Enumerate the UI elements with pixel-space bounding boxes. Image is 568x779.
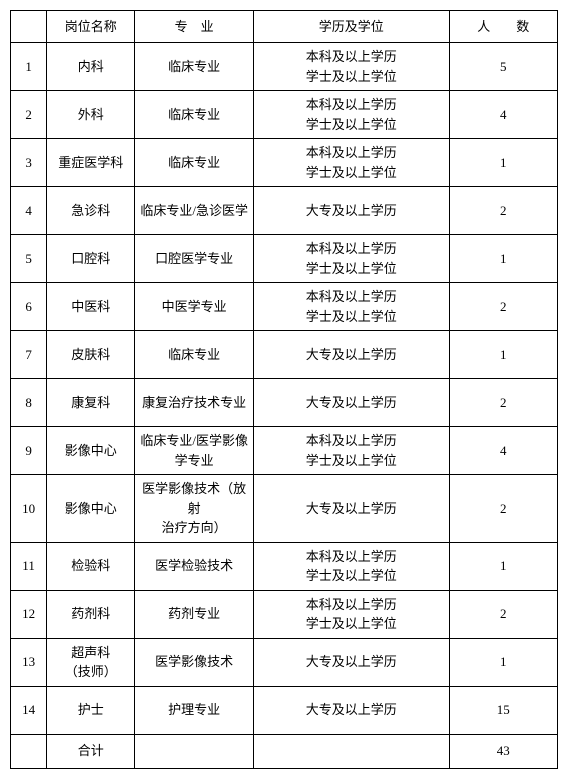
cell-post: 中医科 [47, 283, 135, 331]
total-count: 43 [449, 734, 557, 768]
cell-count: 4 [449, 91, 557, 139]
cell-post: 护士 [47, 686, 135, 734]
table-row: 14护士护理专业大专及以上学历15 [11, 686, 558, 734]
cell-education: 大专及以上学历 [253, 686, 449, 734]
cell-index: 1 [11, 43, 47, 91]
cell-count: 1 [449, 638, 557, 686]
cell-post: 皮肤科 [47, 331, 135, 379]
table-row: 6中医科中医学专业本科及以上学历 学士及以上学位2 [11, 283, 558, 331]
cell-count: 2 [449, 475, 557, 543]
total-education [253, 734, 449, 768]
table-row: 9影像中心临床专业/医学影像 学专业本科及以上学历 学士及以上学位4 [11, 427, 558, 475]
header-major: 专 业 [135, 11, 253, 43]
cell-education: 本科及以上学历 学士及以上学位 [253, 235, 449, 283]
cell-major: 口腔医学专业 [135, 235, 253, 283]
cell-index: 2 [11, 91, 47, 139]
cell-major: 临床专业 [135, 91, 253, 139]
table-row: 5口腔科口腔医学专业本科及以上学历 学士及以上学位1 [11, 235, 558, 283]
table-row: 11检验科医学检验技术本科及以上学历 学士及以上学位1 [11, 542, 558, 590]
cell-post: 影像中心 [47, 427, 135, 475]
cell-education: 大专及以上学历 [253, 331, 449, 379]
cell-count: 2 [449, 187, 557, 235]
cell-major: 医学检验技术 [135, 542, 253, 590]
cell-post: 外科 [47, 91, 135, 139]
cell-major: 药剂专业 [135, 590, 253, 638]
cell-education: 大专及以上学历 [253, 475, 449, 543]
cell-index: 7 [11, 331, 47, 379]
cell-major: 中医学专业 [135, 283, 253, 331]
cell-index: 3 [11, 139, 47, 187]
cell-count: 2 [449, 283, 557, 331]
cell-post: 康复科 [47, 379, 135, 427]
cell-index: 14 [11, 686, 47, 734]
table-header-row: 岗位名称 专 业 学历及学位 人 数 [11, 11, 558, 43]
cell-education: 大专及以上学历 [253, 638, 449, 686]
total-major [135, 734, 253, 768]
cell-post: 口腔科 [47, 235, 135, 283]
recruitment-table: 岗位名称 专 业 学历及学位 人 数 1内科临床专业本科及以上学历 学士及以上学… [10, 10, 558, 769]
header-post: 岗位名称 [47, 11, 135, 43]
cell-major: 临床专业/医学影像 学专业 [135, 427, 253, 475]
cell-index: 5 [11, 235, 47, 283]
header-education: 学历及学位 [253, 11, 449, 43]
header-count: 人 数 [449, 11, 557, 43]
cell-post: 检验科 [47, 542, 135, 590]
cell-count: 1 [449, 139, 557, 187]
table-row: 2外科临床专业本科及以上学历 学士及以上学位4 [11, 91, 558, 139]
cell-count: 2 [449, 379, 557, 427]
cell-index: 11 [11, 542, 47, 590]
cell-count: 1 [449, 542, 557, 590]
cell-post: 影像中心 [47, 475, 135, 543]
cell-education: 大专及以上学历 [253, 187, 449, 235]
cell-major: 医学影像技术 [135, 638, 253, 686]
cell-count: 15 [449, 686, 557, 734]
cell-education: 本科及以上学历 学士及以上学位 [253, 283, 449, 331]
cell-post: 急诊科 [47, 187, 135, 235]
table-row: 8康复科康复治疗技术专业大专及以上学历2 [11, 379, 558, 427]
cell-index: 9 [11, 427, 47, 475]
cell-education: 本科及以上学历 学士及以上学位 [253, 590, 449, 638]
table-row: 13超声科 （技师）医学影像技术大专及以上学历1 [11, 638, 558, 686]
cell-major: 临床专业 [135, 43, 253, 91]
cell-education: 本科及以上学历 学士及以上学位 [253, 91, 449, 139]
cell-index: 13 [11, 638, 47, 686]
total-label: 合计 [47, 734, 135, 768]
cell-education: 本科及以上学历 学士及以上学位 [253, 542, 449, 590]
table-row: 10影像中心医学影像技术（放射 治疗方向）大专及以上学历2 [11, 475, 558, 543]
table-total-row: 合计 43 [11, 734, 558, 768]
cell-index: 6 [11, 283, 47, 331]
table-row: 7皮肤科临床专业大专及以上学历1 [11, 331, 558, 379]
cell-major: 临床专业 [135, 139, 253, 187]
cell-count: 1 [449, 331, 557, 379]
cell-major: 医学影像技术（放射 治疗方向） [135, 475, 253, 543]
cell-count: 4 [449, 427, 557, 475]
header-index [11, 11, 47, 43]
cell-post: 重症医学科 [47, 139, 135, 187]
cell-education: 大专及以上学历 [253, 379, 449, 427]
table-row: 12药剂科药剂专业本科及以上学历 学士及以上学位2 [11, 590, 558, 638]
cell-education: 本科及以上学历 学士及以上学位 [253, 43, 449, 91]
cell-count: 1 [449, 235, 557, 283]
total-index [11, 734, 47, 768]
cell-post: 药剂科 [47, 590, 135, 638]
cell-count: 5 [449, 43, 557, 91]
cell-major: 护理专业 [135, 686, 253, 734]
cell-major: 临床专业 [135, 331, 253, 379]
cell-index: 12 [11, 590, 47, 638]
cell-index: 10 [11, 475, 47, 543]
cell-post: 超声科 （技师） [47, 638, 135, 686]
table-row: 4急诊科临床专业/急诊医学大专及以上学历2 [11, 187, 558, 235]
cell-education: 本科及以上学历 学士及以上学位 [253, 427, 449, 475]
cell-post: 内科 [47, 43, 135, 91]
cell-count: 2 [449, 590, 557, 638]
cell-major: 康复治疗技术专业 [135, 379, 253, 427]
table-row: 3重症医学科临床专业本科及以上学历 学士及以上学位1 [11, 139, 558, 187]
cell-index: 8 [11, 379, 47, 427]
table-row: 1内科临床专业本科及以上学历 学士及以上学位5 [11, 43, 558, 91]
cell-education: 本科及以上学历 学士及以上学位 [253, 139, 449, 187]
cell-index: 4 [11, 187, 47, 235]
cell-major: 临床专业/急诊医学 [135, 187, 253, 235]
